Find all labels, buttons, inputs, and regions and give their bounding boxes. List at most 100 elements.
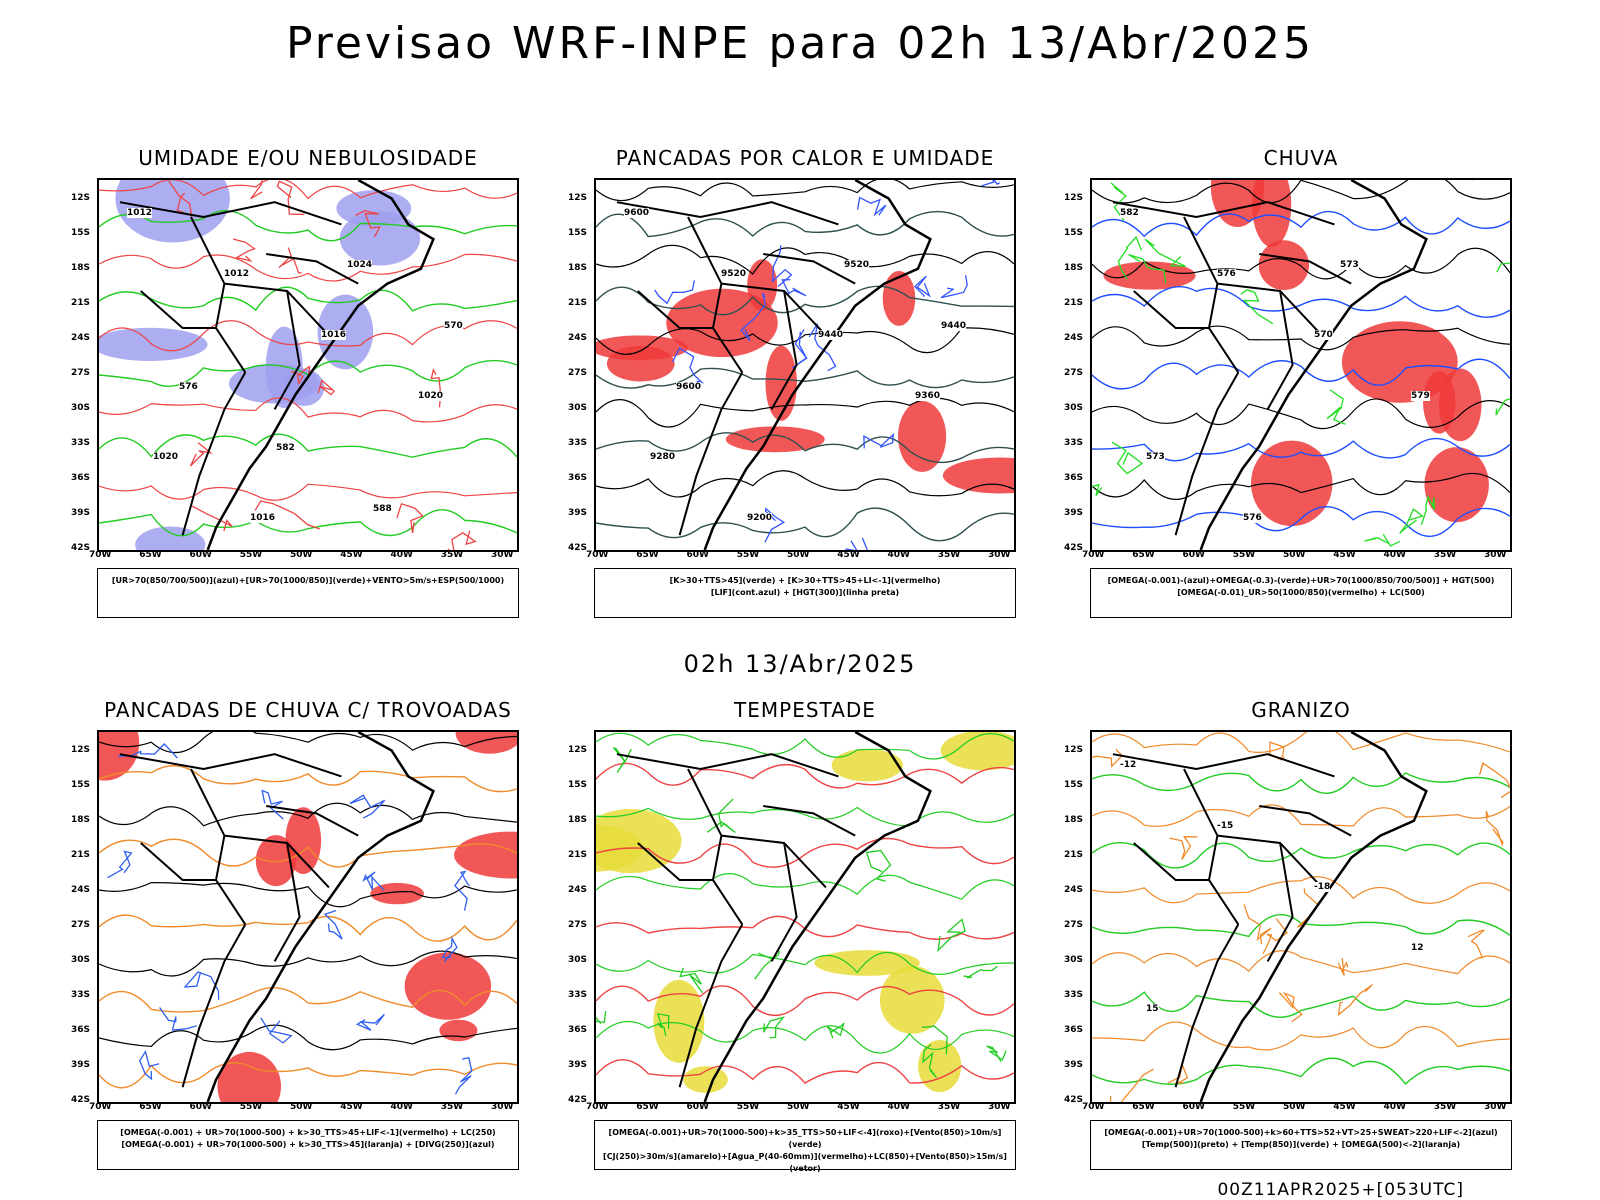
field-contour bbox=[740, 292, 766, 342]
field-contour bbox=[863, 432, 895, 449]
run-info-label: 00Z11APR2025+[053UTC] bbox=[1217, 1180, 1464, 1200]
contour-line bbox=[1092, 804, 1510, 827]
lat-tick-label: 24S bbox=[1064, 333, 1084, 343]
panel-title: CHUVA bbox=[1263, 146, 1339, 170]
country-border bbox=[763, 253, 856, 285]
map-panel-1 bbox=[594, 178, 1016, 552]
contour-value-label: -18 bbox=[1314, 882, 1331, 892]
lon-tick-label: 60W bbox=[686, 550, 709, 560]
field-contour bbox=[254, 500, 320, 530]
country-border bbox=[637, 290, 713, 329]
lat-tick-label: 24S bbox=[71, 333, 91, 343]
contour-line bbox=[1092, 358, 1510, 390]
legend-line: [OMEGA(-0.001)+UR>70(1000-500)+k>60+TTS>… bbox=[1104, 1128, 1498, 1137]
contour-value-label: 9440 bbox=[818, 330, 844, 340]
contour-line bbox=[99, 509, 517, 537]
field-contour bbox=[276, 180, 305, 216]
contour-line bbox=[596, 507, 1014, 542]
shaded-area bbox=[942, 457, 1014, 494]
legend-line: [OMEGA(-0.001)-(azul)+OMEGA(-0.3)-(verde… bbox=[1107, 576, 1495, 585]
field-contour bbox=[1269, 741, 1285, 761]
contour-line bbox=[99, 433, 517, 458]
country-border bbox=[678, 923, 744, 1088]
lon-tick-label: 70W bbox=[89, 550, 112, 560]
contour-value-label: 12 bbox=[1411, 943, 1424, 953]
coastline bbox=[1199, 180, 1428, 550]
lon-tick-label: 40W bbox=[1383, 550, 1406, 560]
shaded-area bbox=[439, 1019, 478, 1042]
lat-tick-label: 12S bbox=[568, 193, 588, 203]
lon-tick-label: 40W bbox=[887, 1102, 910, 1112]
lon-tick-label: 65W bbox=[636, 1102, 659, 1112]
contour-value-label: 1020 bbox=[418, 391, 444, 401]
lat-tick-label: 15S bbox=[1064, 228, 1084, 238]
lat-tick-label: 15S bbox=[568, 780, 588, 790]
legend-line: [K>30+TTS>45](verde) + [K>30+TTS>45+LI<-… bbox=[669, 576, 941, 585]
lat-tick-label: 42S bbox=[71, 1095, 91, 1105]
contour-line bbox=[99, 765, 517, 793]
lat-tick-label: 30S bbox=[71, 403, 91, 413]
country-border bbox=[1183, 768, 1240, 925]
field-contour bbox=[189, 442, 213, 467]
lon-tick-label: 65W bbox=[636, 550, 659, 560]
lon-tick-label: 50W bbox=[290, 550, 313, 560]
lat-tick-label: 39S bbox=[71, 1060, 91, 1070]
field-contour bbox=[679, 967, 704, 994]
lat-tick-label: 18S bbox=[71, 263, 91, 273]
field-contour bbox=[232, 238, 256, 263]
field-contour bbox=[596, 1011, 607, 1025]
lat-tick-label: 21S bbox=[71, 298, 91, 308]
lat-tick-label: 27S bbox=[568, 920, 588, 930]
lat-tick-label: 15S bbox=[568, 228, 588, 238]
lon-tick-label: 50W bbox=[787, 1102, 810, 1112]
contour-line bbox=[596, 1059, 1014, 1085]
contour-line bbox=[99, 950, 517, 977]
map-canvas bbox=[596, 732, 1014, 1102]
lat-tick-label: 15S bbox=[1064, 780, 1084, 790]
lat-tick-label: 27S bbox=[71, 368, 91, 378]
contour-line bbox=[1092, 398, 1510, 430]
field-contour bbox=[865, 849, 892, 882]
field-contour bbox=[1326, 389, 1346, 425]
shaded-area bbox=[882, 270, 916, 326]
contour-line bbox=[596, 470, 1014, 498]
country-border bbox=[1174, 371, 1240, 536]
field-contour bbox=[323, 909, 343, 940]
legend-line: [Temp(500)](preto) + [Temp(850)](verde) … bbox=[1141, 1140, 1461, 1149]
lon-tick-label: 45W bbox=[1333, 1102, 1356, 1112]
contour-line bbox=[596, 180, 1014, 202]
lat-tick-label: 21S bbox=[568, 298, 588, 308]
lon-tick-label: 50W bbox=[1283, 550, 1306, 560]
shaded-area bbox=[940, 732, 1014, 771]
map-canvas bbox=[99, 732, 517, 1102]
country-border bbox=[1259, 253, 1352, 285]
lat-tick-label: 21S bbox=[568, 850, 588, 860]
panel-title: TEMPESTADE bbox=[734, 698, 876, 722]
contour-line bbox=[1092, 772, 1510, 794]
lon-tick-label: 55W bbox=[736, 1102, 760, 1112]
country-border bbox=[616, 201, 839, 226]
contour-line bbox=[596, 837, 1014, 868]
lon-tick-label: 35W bbox=[1433, 550, 1457, 560]
shaded-area bbox=[339, 211, 421, 266]
lon-tick-label: 50W bbox=[787, 550, 810, 560]
legend-line: [LIF](cont.azul) + [HGT(300)](linha pret… bbox=[710, 588, 900, 597]
field-contour bbox=[362, 871, 385, 891]
lon-tick-label: 40W bbox=[887, 550, 910, 560]
contour-value-label: 570 bbox=[1314, 330, 1333, 340]
contour-line bbox=[99, 397, 517, 423]
field-contour bbox=[1337, 984, 1374, 1017]
lat-tick-label: 36S bbox=[1064, 473, 1084, 483]
lat-tick-label: 18S bbox=[71, 815, 91, 825]
coastline bbox=[703, 732, 932, 1102]
contour-line bbox=[1092, 1021, 1510, 1051]
lat-tick-label: 36S bbox=[71, 473, 91, 483]
field-contour bbox=[672, 347, 705, 384]
country-border bbox=[273, 842, 301, 962]
panel-legend: [OMEGA(-0.001)+UR>70(1000-500)+k>60+TTS>… bbox=[1090, 1120, 1512, 1170]
contour-line bbox=[99, 1024, 517, 1051]
field-contour bbox=[1485, 810, 1504, 847]
field-contour bbox=[454, 870, 471, 911]
field-contour bbox=[430, 368, 442, 408]
contour-value-label: 1016 bbox=[321, 330, 347, 340]
